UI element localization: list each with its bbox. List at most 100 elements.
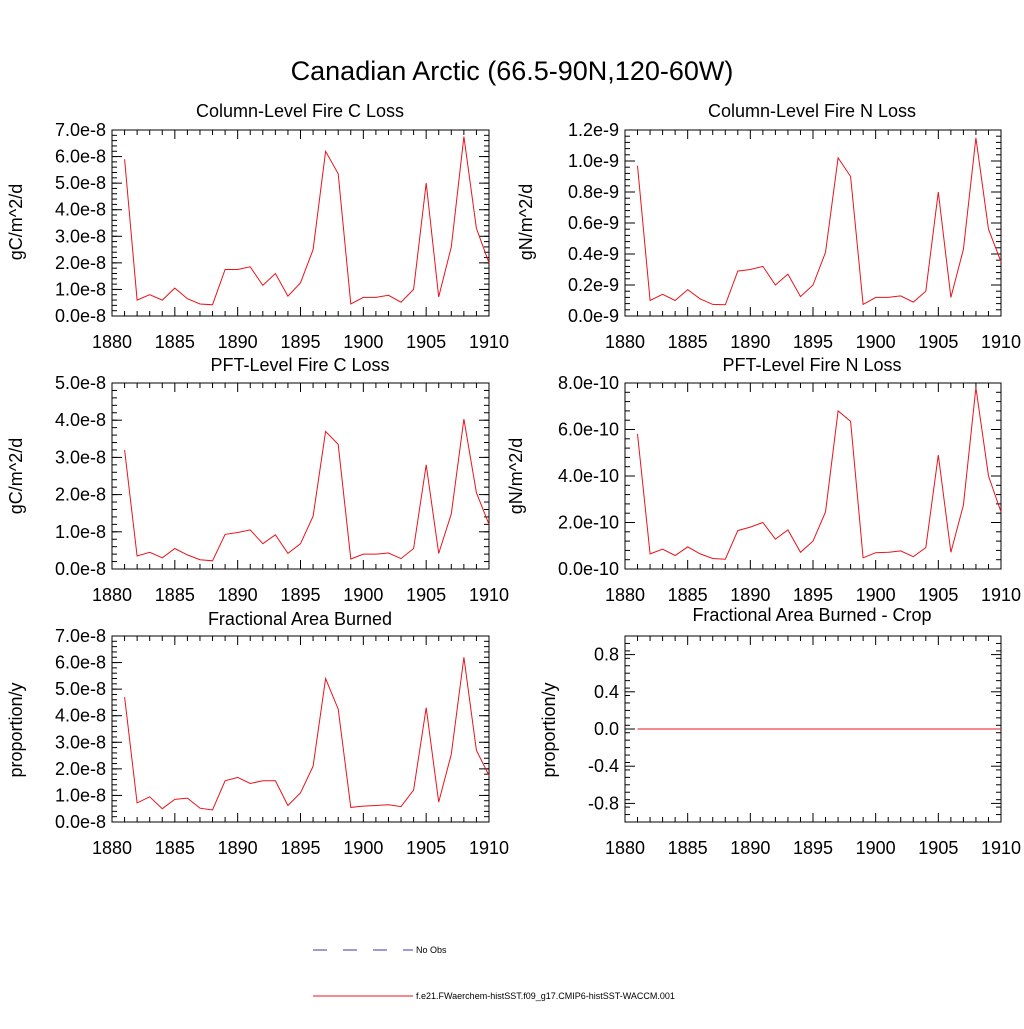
- panel-title: PFT-Level Fire N Loss: [722, 355, 901, 375]
- x-tick-label: 1910: [469, 585, 509, 605]
- x-tick-label: 1905: [406, 838, 446, 858]
- y-tick-label: 0.0e-8: [55, 559, 106, 579]
- y-tick-label: 5.0e-8: [55, 373, 106, 393]
- y-axis-label: gN/m^2/d: [506, 438, 526, 514]
- x-tick-label: 1895: [793, 585, 833, 605]
- plot-area-2: 1880 1885 1890 1895 1900 1905 1910 0.0e-8 1.0e-8…: [55, 373, 509, 605]
- figure-title: Canadian Arctic (66.5-90N,120-60W): [291, 56, 734, 86]
- x-tick-label: 1885: [668, 838, 708, 858]
- y-tick-label: 4.0e-8: [55, 410, 106, 430]
- series-line-model: [125, 137, 489, 305]
- y-tick-label: 3.0e-8: [55, 447, 106, 467]
- y-tick-label: 2.0e-8: [55, 253, 106, 273]
- series-line-model: [125, 657, 489, 810]
- y-tick-label: 3.0e-8: [55, 732, 106, 752]
- x-tick-label: 1895: [280, 585, 320, 605]
- x-tick-label: 1885: [155, 332, 195, 352]
- x-tick-label: 1900: [343, 838, 383, 858]
- x-tick-label: 1880: [92, 838, 132, 858]
- x-tick-label: 1895: [280, 332, 320, 352]
- panel-title: PFT-Level Fire C Loss: [210, 355, 389, 375]
- plot-frame: [112, 636, 489, 822]
- y-tick-label: 6.0e-8: [55, 653, 106, 673]
- x-tick-label: 1885: [155, 585, 195, 605]
- x-tick-label: 1905: [406, 585, 446, 605]
- series-line-model: [638, 138, 1002, 305]
- plot-area-3: 1880 1885 1890 1895 1900 1905 1910 0.0e-10 2.0e-…: [558, 373, 1021, 605]
- plot-frame: [112, 130, 489, 316]
- legend-model-label: f.e21.FWaerchem-histSST.f09_g17.CMIP6-hi…: [416, 991, 675, 1001]
- x-tick-label: 1890: [730, 585, 770, 605]
- x-tick-label: 1900: [856, 585, 896, 605]
- x-tick-label: 1890: [218, 585, 258, 605]
- y-axis-label: gC/m^2/d: [6, 184, 26, 260]
- x-tick-label: 1890: [218, 838, 258, 858]
- x-tick-label: 1910: [469, 332, 509, 352]
- y-tick-label: 0.2e-9: [568, 275, 619, 295]
- x-tick-label: 1905: [406, 332, 446, 352]
- x-tick-label: 1895: [280, 838, 320, 858]
- y-tick-label: 4.0e-10: [558, 466, 619, 486]
- y-tick-label: 4.0e-8: [55, 706, 106, 726]
- y-tick-label: 2.0e-8: [55, 759, 106, 779]
- panel-title: Column-Level Fire C Loss: [196, 101, 404, 121]
- y-tick-label: 7.0e-8: [55, 120, 106, 140]
- series-line-model: [638, 388, 1002, 560]
- x-tick-label: 1910: [469, 838, 509, 858]
- x-tick-label: 1880: [92, 332, 132, 352]
- y-tick-label: 2.0e-8: [55, 485, 106, 505]
- y-axis-label: gN/m^2/d: [516, 184, 536, 260]
- panel-title: Fractional Area Burned: [208, 609, 392, 629]
- x-tick-label: 1910: [981, 332, 1021, 352]
- plot-frame: [112, 383, 489, 569]
- y-tick-label: 1.0e-8: [55, 785, 106, 805]
- y-tick-label: 4.0e-8: [55, 200, 106, 220]
- y-tick-label: 8.0e-10: [558, 373, 619, 393]
- x-tick-label: 1900: [856, 332, 896, 352]
- y-tick-label: 0.4: [594, 682, 619, 702]
- y-axis-label: proportion/y: [539, 682, 559, 777]
- y-tick-label: 6.0e-8: [55, 147, 106, 167]
- x-tick-label: 1905: [918, 585, 958, 605]
- y-tick-label: 6.0e-10: [558, 420, 619, 440]
- y-tick-label: 1.2e-9: [568, 120, 619, 140]
- x-tick-label: 1880: [605, 838, 645, 858]
- y-tick-label: 1.0e-8: [55, 522, 106, 542]
- series-line-model: [125, 419, 489, 561]
- y-tick-label: 0.8e-9: [568, 182, 619, 202]
- plot-area-0: 1880 1885 1890 1895 1900 1905 1910 0.0e-8 1.0e-8…: [55, 120, 509, 352]
- x-tick-label: 1890: [218, 332, 258, 352]
- y-tick-label: 2.0e-10: [558, 513, 619, 533]
- x-tick-label: 1880: [92, 585, 132, 605]
- y-tick-label: 0.0e-8: [55, 306, 106, 326]
- x-tick-label: 1885: [668, 332, 708, 352]
- x-tick-label: 1900: [343, 332, 383, 352]
- y-tick-label: 3.0e-8: [55, 226, 106, 246]
- x-tick-label: 1895: [793, 838, 833, 858]
- x-tick-label: 1885: [155, 838, 195, 858]
- y-tick-label: 5.0e-8: [55, 679, 106, 699]
- y-tick-label: 0.0: [594, 719, 619, 739]
- y-tick-label: 0.0e-9: [568, 306, 619, 326]
- panel-title: Column-Level Fire N Loss: [708, 101, 916, 121]
- x-tick-label: 1910: [981, 585, 1021, 605]
- y-axis-label: gC/m^2/d: [6, 438, 26, 514]
- legend-obs-label: No Obs: [416, 945, 447, 955]
- y-tick-label: 7.0e-8: [55, 626, 106, 646]
- x-tick-label: 1885: [668, 585, 708, 605]
- y-tick-label: -0.8: [588, 793, 619, 813]
- y-tick-label: 0.8: [594, 645, 619, 665]
- y-tick-label: 5.0e-8: [55, 173, 106, 193]
- y-tick-label: 1.0e-8: [55, 279, 106, 299]
- x-tick-label: 1900: [343, 585, 383, 605]
- x-tick-label: 1900: [856, 838, 896, 858]
- legend: No Obs f.e21.FWaerchem-histSST.f09_g17.C…: [313, 945, 675, 1001]
- y-tick-label: 0.0e-10: [558, 559, 619, 579]
- x-tick-label: 1895: [793, 332, 833, 352]
- x-tick-label: 1880: [605, 585, 645, 605]
- x-tick-label: 1905: [918, 838, 958, 858]
